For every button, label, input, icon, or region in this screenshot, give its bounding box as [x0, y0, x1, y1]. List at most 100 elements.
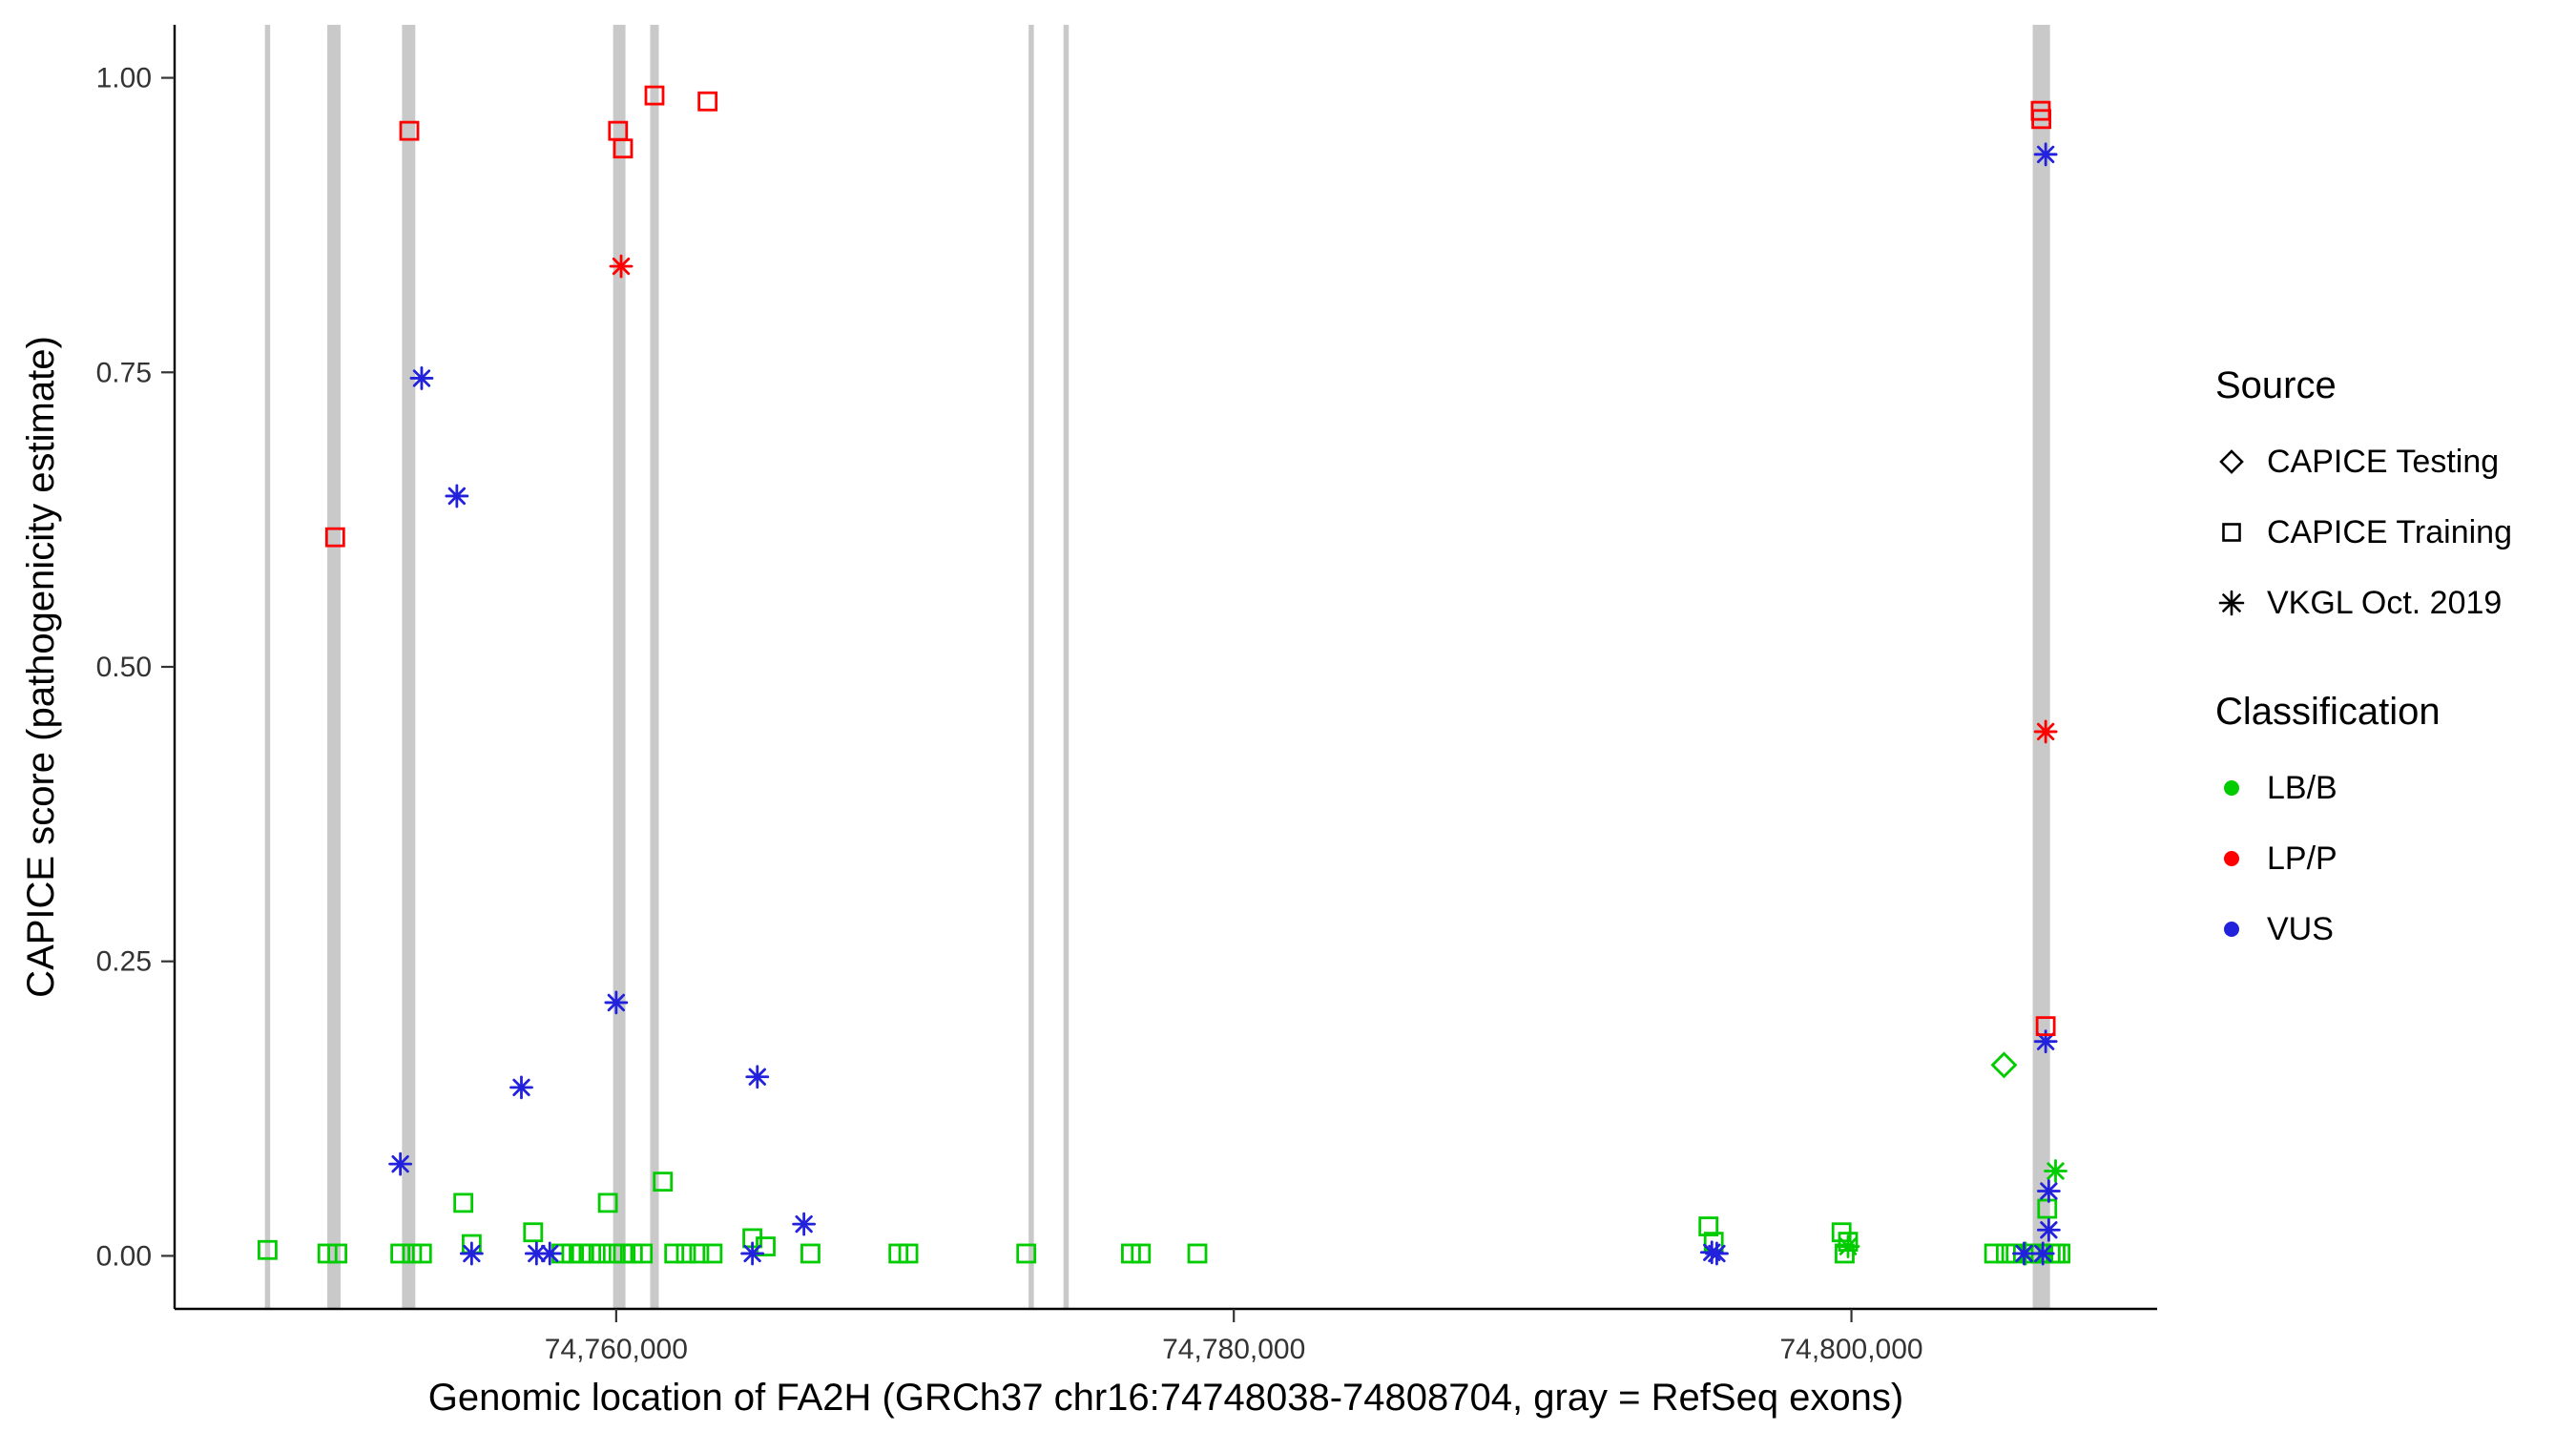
x-tick-label: 74,780,000: [1162, 1334, 1305, 1365]
legend-item-lbb: LB/B: [2215, 753, 2512, 823]
data-point-asterisk: [537, 1241, 562, 1266]
point-layer: [258, 85, 2071, 1266]
legend-item-lpp: LP/P: [2215, 823, 2512, 894]
x-tick-label: 74,760,000: [545, 1334, 688, 1365]
y-tick-label: 0.50: [96, 652, 152, 683]
y-tick-label: 0.00: [96, 1240, 152, 1272]
x-axis-title: Genomic location of FA2H (GRCh37 chr16:7…: [428, 1377, 1903, 1419]
data-point-square: [689, 1243, 710, 1264]
data-point-square: [597, 1192, 618, 1213]
exon-bar: [613, 25, 626, 1309]
data-point-square: [1984, 1243, 2005, 1264]
exon-bar: [650, 25, 659, 1309]
exon-layer: [264, 25, 2050, 1309]
data-point-asterisk: [609, 254, 634, 279]
data-point-square: [653, 1172, 674, 1192]
data-point-asterisk: [388, 1151, 413, 1176]
data-point-square: [756, 1236, 776, 1256]
data-point-asterisk: [2036, 1179, 2061, 1203]
data-point-square: [390, 1243, 411, 1264]
legend-label: VKGL Oct. 2019: [2267, 584, 2503, 621]
axis-layer: 74,760,000 74,780,000 74,800,000 0.00 0.25 0.…: [20, 25, 2157, 1419]
exon-bar: [264, 25, 271, 1309]
data-point-square: [633, 1243, 654, 1264]
legend-label: LB/B: [2267, 769, 2337, 806]
y-tick-label: 1.00: [96, 63, 152, 94]
data-point-asterisk: [2036, 1217, 2061, 1242]
y-axis-title: CAPICE score (pathogenicity estimate): [20, 336, 62, 998]
data-point-square: [675, 1243, 696, 1264]
data-point-asterisk: [2033, 719, 2058, 744]
data-point-square: [327, 1243, 347, 1264]
data-point-asterisk: [459, 1241, 484, 1266]
data-point-asterisk: [409, 366, 434, 390]
square-icon: [2222, 523, 2241, 542]
data-point-asterisk: [1836, 1234, 1860, 1258]
data-point-asterisk: [1705, 1241, 1729, 1266]
x-tick-label: 74,800,000: [1779, 1334, 1922, 1365]
data-point-square: [453, 1192, 474, 1213]
data-point-square: [324, 527, 345, 548]
lbb-color-dot: [2224, 780, 2239, 796]
data-point-asterisk: [2012, 1241, 2036, 1266]
vus-color-dot: [2224, 922, 2239, 937]
legend-item-vkgl: VKGL Oct. 2019: [2215, 568, 2512, 638]
data-point-square: [1016, 1243, 1037, 1264]
data-point-square: [1131, 1243, 1152, 1264]
lpp-color-dot: [2224, 851, 2239, 866]
legend-title-source: Source: [2215, 364, 2337, 406]
legend-item-capice-testing: CAPICE Testing: [2215, 426, 2512, 497]
data-point-square: [258, 1239, 278, 1260]
diamond-icon: [2219, 449, 2244, 474]
exon-bar: [1063, 25, 1070, 1309]
data-point-asterisk: [745, 1065, 770, 1089]
data-point-square: [1187, 1243, 1208, 1264]
data-point-square: [898, 1243, 919, 1264]
data-point-square: [602, 1243, 623, 1264]
legend-item-capice-training: CAPICE Training: [2215, 497, 2512, 568]
legend-group-classification: Classification LB/B LP/P VUS: [2215, 691, 2512, 964]
data-point-asterisk: [509, 1075, 533, 1100]
data-point-square: [2031, 109, 2052, 130]
data-point-square: [2037, 1198, 2058, 1219]
series-asterisk: [388, 142, 2061, 1266]
exon-bar: [1028, 25, 1034, 1309]
y-tick-label: 0.25: [96, 946, 152, 978]
asterisk-icon: [2218, 590, 2245, 616]
legend-label: CAPICE Training: [2267, 513, 2512, 550]
series-asterisk: [609, 254, 2058, 744]
data-point-square: [800, 1243, 821, 1264]
data-point-diamond: [1990, 1051, 2018, 1079]
data-point-square: [411, 1243, 432, 1264]
data-point-square: [581, 1243, 602, 1264]
series-diamond: [1990, 1051, 2018, 1079]
data-point-square: [664, 1243, 685, 1264]
series-asterisk: [1836, 1159, 2067, 1266]
data-point-square: [644, 85, 665, 106]
data-point-square: [697, 91, 718, 112]
legend-item-vus: VUS: [2215, 894, 2512, 964]
series-square: [324, 85, 2056, 1037]
data-point-square: [523, 1222, 544, 1243]
data-point-square: [613, 138, 634, 159]
exon-bar: [402, 25, 416, 1309]
data-point-square: [702, 1243, 723, 1264]
data-point-asterisk: [740, 1241, 764, 1266]
legend: Source CAPICE Testing CAPICE Training: [2215, 364, 2512, 964]
legend-group-source: Source CAPICE Testing CAPICE Training: [2215, 364, 2512, 638]
data-point-square: [2035, 1016, 2056, 1037]
legend-label: LP/P: [2267, 840, 2337, 877]
legend-title-classification: Classification: [2215, 691, 2441, 733]
y-tick-label: 0.75: [96, 357, 152, 388]
data-point-asterisk: [2033, 142, 2058, 167]
data-point-square: [1698, 1216, 1719, 1236]
legend-label: CAPICE Testing: [2267, 443, 2500, 480]
data-point-asterisk: [2044, 1159, 2067, 1183]
data-point-asterisk: [2030, 1241, 2055, 1266]
data-point-asterisk: [445, 484, 469, 508]
exon-bar: [2032, 25, 2050, 1309]
data-point-asterisk: [792, 1212, 817, 1236]
data-point-asterisk: [604, 990, 629, 1015]
